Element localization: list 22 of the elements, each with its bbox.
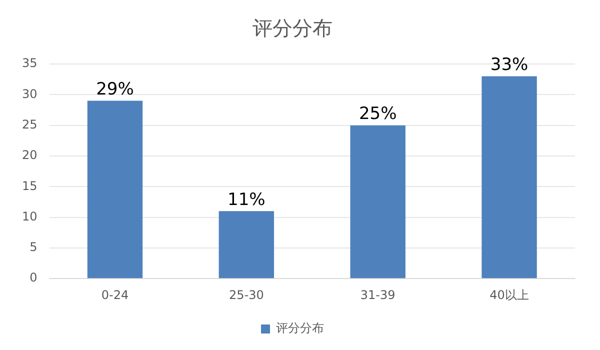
data-label: 33% <box>490 55 528 76</box>
y-tick-label: 30 <box>22 86 38 101</box>
data-label: 29% <box>96 80 134 100</box>
y-tick-label: 10 <box>22 209 38 224</box>
y-tick-label: 15 <box>22 178 38 193</box>
x-tick-label: 40以上 <box>490 288 529 302</box>
x-tick-label: 31-39 <box>360 288 396 302</box>
y-tick-label: 25 <box>22 117 38 132</box>
y-tick-label: 35 <box>22 56 38 70</box>
legend-label: 评分分布 <box>276 321 324 336</box>
y-tick-label: 5 <box>30 240 38 254</box>
y-tick-label: 20 <box>22 148 38 162</box>
bar <box>482 76 537 278</box>
bar <box>350 125 406 278</box>
bar <box>218 211 274 278</box>
chart-title: 评分分布 <box>252 16 332 40</box>
x-tick-label: 0-24 <box>101 288 129 302</box>
data-label: 25% <box>358 104 397 124</box>
x-tick-label: 25-30 <box>228 288 264 302</box>
bar <box>87 100 143 278</box>
y-tick-label: 0 <box>30 270 38 285</box>
data-label: 11% <box>228 190 266 210</box>
